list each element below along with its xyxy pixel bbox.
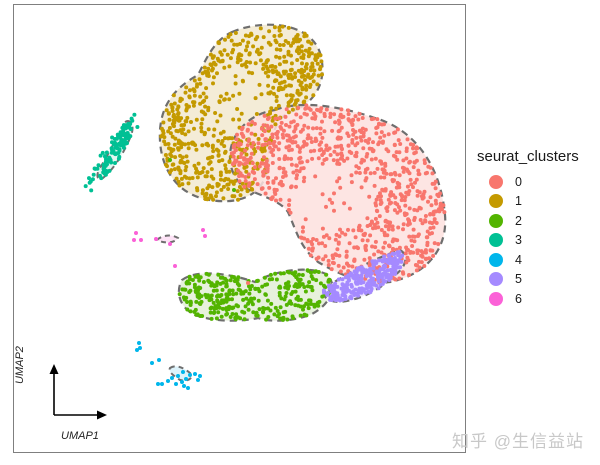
- legend-swatch: [489, 194, 503, 209]
- legend-item-6: 6: [477, 289, 579, 309]
- legend-label: 4: [515, 252, 522, 267]
- cluster-hulls: [96, 23, 447, 382]
- legend: seurat_clusters 0 1 2 3 4 5 6: [477, 148, 579, 309]
- legend-item-0: 0: [477, 172, 579, 192]
- legend-label: 6: [515, 291, 522, 306]
- legend-title: seurat_clusters: [477, 148, 579, 165]
- legend-item-4: 4: [477, 250, 579, 270]
- legend-swatch: [489, 213, 503, 228]
- legend-label: 3: [515, 233, 522, 248]
- legend-item-5: 5: [477, 270, 579, 290]
- hull-cluster-6: [155, 234, 180, 244]
- legend-swatch: [489, 252, 503, 267]
- y-axis-label: UMAP2: [14, 346, 26, 384]
- umap-axis-arrows: [49, 364, 107, 420]
- arrow-up-icon: [49, 364, 59, 374]
- legend-swatch: [489, 291, 503, 306]
- legend-item-1: 1: [477, 192, 579, 212]
- watermark: 知乎 @生信益站: [452, 432, 584, 451]
- hull-cluster-4: [168, 365, 193, 382]
- legend-label: 1: [515, 194, 522, 209]
- x-axis-label: UMAP1: [61, 430, 99, 442]
- legend-swatch: [489, 174, 503, 189]
- legend-label: 0: [515, 174, 522, 189]
- legend-item-3: 3: [477, 231, 579, 251]
- cell-points: [83, 24, 447, 390]
- legend-label: 5: [515, 272, 522, 287]
- legend-label: 2: [515, 213, 522, 228]
- legend-item-2: 2: [477, 211, 579, 231]
- arrow-right-icon: [97, 410, 107, 420]
- legend-swatch: [489, 233, 503, 248]
- legend-swatch: [489, 272, 503, 287]
